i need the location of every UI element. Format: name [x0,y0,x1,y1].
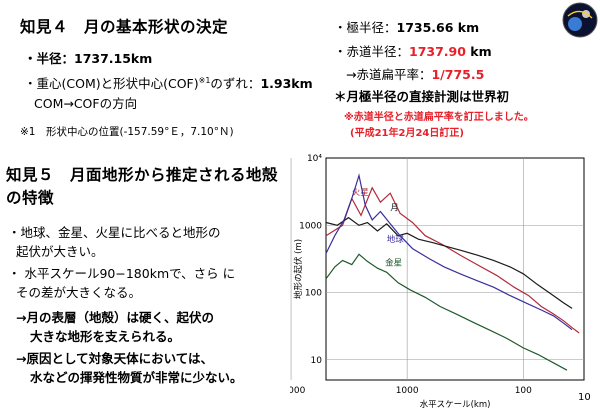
series-line-金星 [325,253,568,371]
equatorial-radius-unit: km [465,44,492,59]
polar-radius: ・極半径：1735.66 km [334,17,479,36]
x-axis-label: 水平スケール(km) [420,399,491,410]
topography-chart: 10000 1000 100 10⁴ 1000 100 10 水平スケール(km) 地形の起伏 … [290,154,585,410]
y-tick-label: 10⁴ [307,154,322,164]
conclusion-1-line-1: →月の表層（地殻）は硬く、起伏の [16,310,214,325]
series-label: 地球 [387,234,405,245]
correction-date: (平成21年2月24日訂正) [350,128,464,139]
y-axis-label: 地形の起伏 (m) [293,239,304,299]
offset-line: ・重心(COM)と形状中心(COF)※1のずれ：1.93km [24,73,313,92]
x-tick-label: 100 [515,386,532,396]
y-tick-label: 10 [311,356,323,366]
series-line-火星 [325,186,580,334]
series-label: 火星 [352,188,369,198]
conclusion-1-line-2: 大きな地形を支えられる。 [30,329,181,344]
offset-label: ・重心(COM)と形状中心(COF) [24,76,199,91]
flattening: →赤道扁平率：1/775.5 [346,64,484,83]
bullet-2-line-1: ・ 水平スケール90−180kmで、さら に [8,266,236,281]
offset-label-2: のずれ： [210,76,261,91]
flattening-label: →赤道扁平率： [346,67,432,82]
y-tick-label: 1000 [299,221,322,231]
section5-title-1: 知見５ 月面地形から推定される地殻 [6,166,279,184]
polar-radius-value: 1735.66 km [396,20,480,35]
equatorial-radius-value: 1737.90 [409,44,466,59]
offset-value: 1.93km [260,76,313,91]
section5-title-2: の特徴 [6,189,55,207]
mission-logo-icon [562,2,598,38]
bullet-1-line-2: 起伏が大きい。 [16,244,104,259]
direct-measurement-note: ＊月極半径の直接計測は世界初 [334,89,510,104]
bullet-2-line-2: その差が大きくなる。 [16,285,142,300]
flattening-value: 1/775.5 [431,67,485,82]
page-number: 10 [578,392,591,403]
series-label: 金星 [385,258,402,269]
polar-radius-label: ・極半径： [334,20,397,35]
correction-note: ※赤道半径と赤道扁平率を訂正しました。 [344,112,534,123]
radius-line: ・半径：1737.15km [24,48,152,67]
equatorial-radius: ・赤道半径：1737.90 km [334,41,492,60]
equatorial-radius-label: ・赤道半径： [334,44,410,59]
series-label: 月 [390,204,399,214]
x-tick-label: 10000 [290,386,306,396]
radius-text: ・半径：1737.15km [24,51,153,66]
series-line-地球 [325,173,573,331]
footnote-text: ※1 形状中心の位置(-157.59°Ｅ，7.10°Ｎ) [20,126,234,138]
mission-logo [562,2,598,38]
y-tick-label: 100 [305,289,322,299]
footnote-ref: ※1 [198,75,211,85]
com-cof-direction: COM→COFの方向 [34,96,138,111]
conclusion-2-line-2: 水などの揮発性物質が非常に少ない。 [30,370,243,385]
section4-title: 知見４ 月の基本形状の決定 [20,18,229,36]
conclusion-2-line-1: →原因として対象天体においては、 [16,351,213,366]
x-tick-label: 1000 [396,386,419,396]
series-line-月 [325,216,573,309]
bullet-1-line-1: ・地球、金星、火星に比べると地形の [8,225,221,240]
